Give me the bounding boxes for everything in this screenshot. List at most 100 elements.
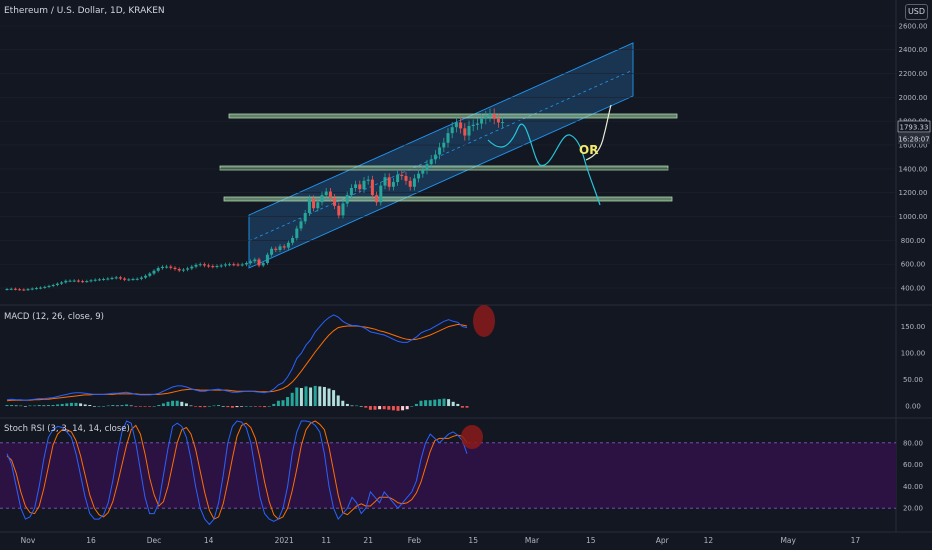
candle-body [228, 264, 232, 266]
candle-body [324, 191, 328, 196]
support-zone-low[interactable] [223, 196, 673, 202]
candle-body [459, 122, 463, 129]
candle-body [22, 289, 26, 291]
candle-body [123, 278, 127, 280]
candle-body [55, 283, 59, 285]
price-tick-label: 2600.00 [899, 22, 928, 30]
support-zone-mid[interactable] [219, 165, 669, 171]
stoch-rsi-label[interactable]: Stoch RSI (3, 3, 14, 14, close) [4, 424, 130, 434]
macd-histogram-bar [299, 388, 303, 407]
macd-histogram-bar [226, 406, 230, 408]
macd-histogram-bar [74, 402, 78, 407]
macd-histogram-bar [368, 406, 372, 410]
macd-histogram-bar [355, 405, 359, 407]
macd-histogram-bar [65, 403, 69, 407]
candle-body [152, 270, 156, 274]
price-tick-label: 800.00 [901, 237, 926, 245]
macd-histogram-bar [198, 406, 202, 408]
stoch-k-line [6, 420, 468, 526]
projection-path-bearish[interactable] [487, 123, 601, 206]
candle-body [400, 174, 404, 177]
candle-body [278, 246, 282, 250]
currency-badge[interactable]: USD [905, 4, 928, 20]
time-tick-label: Feb [408, 536, 422, 545]
candle-body [102, 279, 106, 281]
candle-body [345, 195, 349, 204]
macd-histogram-bar [341, 400, 345, 407]
candle-body [215, 266, 219, 268]
candle-body [89, 280, 93, 282]
macd-histogram-bar [5, 404, 9, 407]
macd-label[interactable]: MACD (12, 26, close, 9) [4, 312, 104, 322]
price-axis: 2600.002400.002200.002000.001800.001600.… [899, 22, 928, 512]
macd-histogram-bar [401, 406, 405, 411]
price-tick-label: 1600.00 [899, 142, 928, 150]
stoch-tick-label: 60.00 [903, 461, 923, 469]
macd-histogram-bar [125, 404, 129, 407]
macd-histogram-bar [313, 385, 317, 407]
macd-histogram-bar [405, 406, 409, 410]
macd-histogram-bar [23, 406, 27, 407]
stoch-tick-label: 40.00 [903, 483, 923, 491]
price-tick-label: 600.00 [901, 261, 926, 269]
macd-histogram-bar [410, 406, 414, 407]
candle-body [404, 176, 408, 181]
macd-histogram-bar [424, 400, 428, 407]
time-tick-label: 15 [468, 536, 478, 545]
macd-histogram-bar [92, 406, 96, 407]
candle-body [282, 246, 286, 248]
macd-histogram-bar [387, 406, 391, 410]
candle-body [349, 187, 353, 196]
resistance-zone[interactable] [228, 113, 678, 119]
macd-highlight-circle [473, 305, 495, 337]
macd-histogram-bar [212, 405, 216, 407]
macd-tick-label: 100.00 [901, 350, 926, 358]
candle-body [480, 118, 484, 124]
projection-path-bullish[interactable] [585, 104, 612, 161]
macd-histogram-bar [129, 405, 133, 407]
candle-body [408, 180, 412, 187]
macd-histogram-bar [428, 400, 432, 407]
macd-signal-line [6, 323, 468, 402]
candle-body [488, 114, 492, 117]
macd-histogram-bar [249, 406, 253, 407]
macd-tick-label: 0.00 [905, 403, 921, 411]
candle-body [421, 170, 425, 174]
time-tick-label: Dec [147, 536, 162, 545]
macd-histogram-bar [134, 406, 138, 407]
macd-histogram-bar [263, 406, 267, 408]
candle-body [501, 122, 505, 124]
macd-histogram-bar [456, 403, 460, 407]
candle-body [316, 202, 320, 209]
macd-histogram-bar [258, 406, 262, 407]
candle-body [5, 289, 9, 291]
candle-body [295, 228, 299, 239]
candle-body [299, 221, 303, 229]
macd-histogram-bar [281, 400, 285, 407]
candle-body [333, 197, 337, 206]
macd-histogram-bar [295, 387, 299, 407]
macd-histogram-bar [180, 401, 184, 407]
macd-histogram-bar [235, 406, 239, 408]
candle-body [429, 159, 433, 165]
time-tick-label: May [780, 536, 796, 545]
candle-body [202, 264, 206, 266]
candle-body [156, 268, 160, 271]
time-tick-label: Nov [21, 536, 36, 545]
candle-body [396, 174, 400, 183]
time-tick-label: 21 [363, 536, 373, 545]
macd-histogram-bar [51, 404, 55, 407]
candle-body [383, 177, 387, 186]
macd-histogram-bar [391, 406, 395, 411]
macd-histogram-bar [230, 406, 234, 408]
countdown-badge [898, 133, 930, 144]
time-tick-label: 17 [851, 536, 861, 545]
candle-body [475, 123, 479, 125]
candle-body [223, 264, 227, 266]
macd-histogram-bar [332, 390, 336, 407]
candle-body [471, 124, 475, 126]
candle-body [312, 198, 316, 209]
time-tick-label: Apr [656, 536, 670, 545]
candle-body [433, 154, 437, 160]
